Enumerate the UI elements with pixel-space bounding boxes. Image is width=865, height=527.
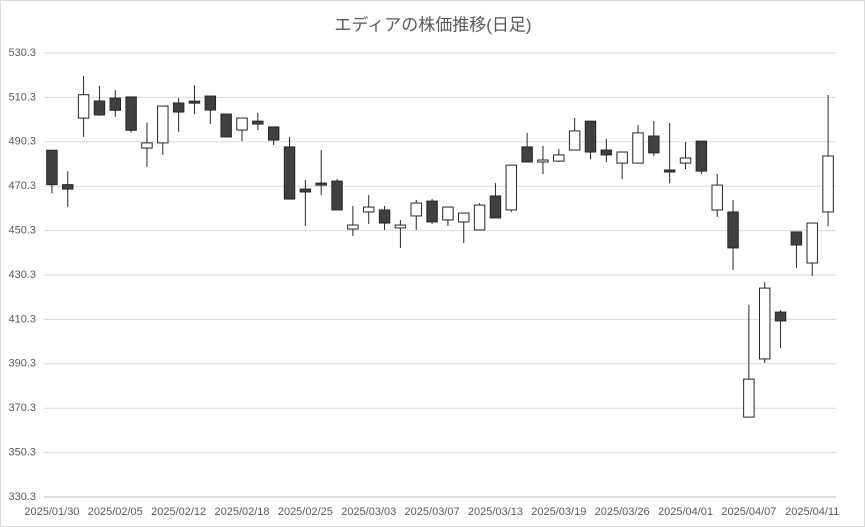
candle-body [790,231,803,246]
candle-body [362,206,375,213]
y-tick-label: 470.3 [8,180,36,192]
candle-body [553,154,565,162]
candle-body [600,149,613,156]
candle-body [77,94,90,119]
x-tick-label: 2025/03/19 [531,506,586,518]
x-tick-label: 2025/02/05 [88,506,143,518]
x-tick-label: 2025/03/03 [341,506,396,518]
candle-body [93,100,106,116]
candle-body [157,105,169,144]
y-tick-label: 530.3 [8,47,36,59]
candle-body [489,195,502,219]
candle-body [616,151,628,164]
y-tick-label: 370.3 [8,402,36,414]
candle-body [236,117,248,131]
candle-body [458,212,470,223]
candle-body [442,206,454,221]
x-tick-label: 2025/02/12 [151,506,206,518]
candle-body [695,140,708,172]
candle-body [141,142,153,149]
candle-body [822,155,834,213]
candle-body [568,130,581,151]
candle-body [125,96,137,131]
candle-body [806,222,818,264]
candle-body [204,95,217,111]
x-tick-label: 2025/04/11 [785,506,839,518]
candle-body [426,200,438,223]
candle-body [109,97,122,111]
candle-body [473,204,486,231]
x-tick-label: 2025/04/01 [658,506,713,518]
candle-body [172,102,185,113]
candle-body [315,182,327,186]
y-tick-label: 430.3 [8,269,36,281]
candle-body [505,164,518,211]
candle-body [220,113,232,138]
candle-body [252,120,264,125]
y-tick-label: 410.3 [8,313,36,325]
candle-body [347,224,359,230]
candle-body [188,100,201,104]
candle-body [679,157,692,164]
candle-body [743,378,755,418]
candle-body [727,211,739,249]
y-tick-label: 490.3 [8,136,36,148]
candle-body [62,184,74,190]
candle-body [521,146,533,163]
candle-body [758,287,771,360]
candle-body [283,146,296,200]
x-tick-label: 2025/02/18 [214,506,269,518]
x-tick-label: 2025/03/26 [595,506,650,518]
candle-body [537,159,549,163]
x-tick-label: 2025/01/30 [24,506,79,518]
x-tick-label: 2025/03/13 [468,506,523,518]
candle-body [711,184,723,211]
x-tick-label: 2025/03/07 [405,506,460,518]
candle-body [46,149,58,186]
chart-title: エディアの株価推移(日足) [334,14,531,34]
candle-body [632,132,644,164]
y-tick-label: 390.3 [8,358,36,370]
x-tick-label: 2025/04/07 [721,506,776,518]
y-tick-label: 330.3 [8,491,36,503]
candle-body [648,135,660,154]
candle-body [267,126,280,141]
candle-body [331,180,343,211]
candle-body [410,202,422,217]
candle-body [663,169,676,173]
candle-body [394,224,407,229]
candle-body [584,120,597,153]
candle-body [774,311,787,322]
y-tick-label: 350.3 [8,447,36,459]
x-tick-label: 2025/02/25 [278,506,333,518]
candle-body [299,188,312,193]
y-tick-label: 510.3 [8,91,36,103]
candle-body [378,209,391,224]
y-tick-label: 450.3 [8,225,36,237]
